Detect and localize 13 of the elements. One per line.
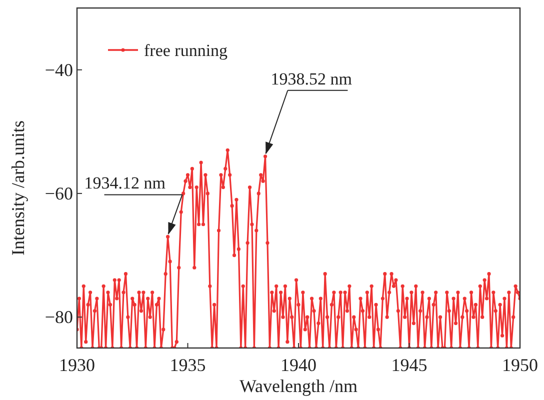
annotation: 1938.52 nm (270, 69, 352, 88)
y-axis-title: Intensity /arb.units (8, 120, 28, 256)
x-tick-label: 1945 (391, 355, 428, 375)
y-tick-label: −40 (44, 60, 73, 80)
x-tick-label: 1935 (170, 355, 206, 375)
annotation: 1934.12 nm (84, 174, 166, 193)
x-tick-label: 1930 (59, 355, 95, 375)
x-axis-title: Wavelength /nm (239, 376, 358, 396)
legend-label: free running (144, 41, 228, 60)
y-tick-label: −60 (44, 183, 73, 204)
x-tick-label: 1950 (502, 355, 538, 375)
y-tick-label: −80 (44, 307, 73, 328)
x-tick-label: 1940 (280, 355, 316, 375)
